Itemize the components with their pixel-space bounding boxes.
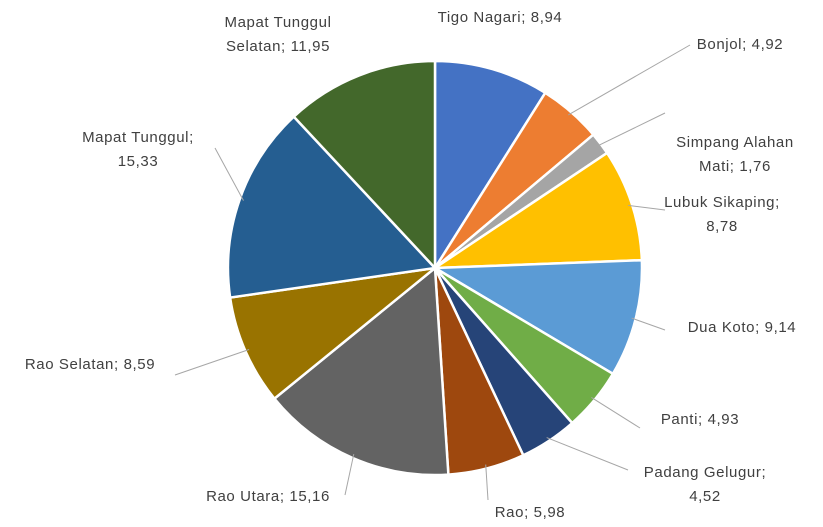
leader-line bbox=[546, 437, 629, 471]
label-value: 8,78 bbox=[706, 218, 738, 235]
pie-slice bbox=[292, 59, 437, 272]
leader-line bbox=[174, 349, 250, 376]
label-category: Tigo Nagari bbox=[437, 9, 522, 26]
leader-line bbox=[485, 464, 489, 501]
leader-line bbox=[628, 204, 666, 211]
label-category: Mapat Tunggul bbox=[82, 129, 190, 146]
leader-line bbox=[597, 112, 666, 147]
leader-line bbox=[631, 317, 666, 331]
data-label: Rao Utara; 15,16 bbox=[206, 485, 330, 509]
label-separator: ; bbox=[114, 356, 119, 373]
label-separator: ; bbox=[775, 194, 780, 211]
label-category: Panti bbox=[660, 411, 699, 428]
data-label: Rao; 5,98 bbox=[495, 501, 566, 525]
label-category: Dua Koto bbox=[687, 319, 756, 336]
data-label: Rao Selatan; 8,59 bbox=[25, 353, 155, 377]
label-category: Bonjol bbox=[696, 36, 743, 53]
label-separator: ; bbox=[729, 158, 735, 175]
leader-line bbox=[214, 147, 244, 201]
label-category: Lubuk Sikaping bbox=[664, 194, 776, 211]
label-separator: ; bbox=[698, 411, 703, 428]
label-category: Rao Utara bbox=[206, 488, 280, 505]
data-label: Bonjol; 4,92 bbox=[697, 33, 783, 57]
label-separator: ; bbox=[281, 38, 286, 55]
data-label: Padang Gelugur; 4,52 bbox=[638, 461, 773, 509]
label-category: Padang Gelugur bbox=[643, 464, 762, 481]
data-label: Mapat Tunggul; 15,33 bbox=[79, 126, 197, 174]
label-value: 11,95 bbox=[290, 38, 331, 55]
data-label: Mapat Tunggul Selatan; 11,95 bbox=[216, 11, 341, 59]
pie-slice bbox=[430, 151, 644, 270]
label-separator: ; bbox=[524, 504, 529, 521]
data-label: Simpang Alahan Mati; 1,76 bbox=[665, 131, 805, 179]
label-category: Mapat Tunggul Selatan bbox=[224, 14, 332, 55]
label-separator: ; bbox=[279, 488, 285, 505]
data-label: Tigo Nagari; 8,94 bbox=[438, 6, 563, 30]
label-separator: ; bbox=[189, 129, 194, 146]
label-value: 4,92 bbox=[751, 36, 784, 53]
label-value: 9,14 bbox=[764, 319, 797, 336]
leader-line bbox=[344, 453, 355, 496]
pie-slice bbox=[272, 265, 450, 477]
data-label: Lubuk Sikaping; 8,78 bbox=[658, 191, 786, 239]
label-value: 8,59 bbox=[123, 356, 156, 373]
label-separator: ; bbox=[521, 9, 526, 26]
label-value: 15,33 bbox=[117, 153, 159, 170]
label-category: Rao Selatan bbox=[24, 356, 114, 373]
label-value: 15,16 bbox=[289, 488, 330, 505]
label-separator: ; bbox=[761, 464, 767, 481]
label-value: 8,94 bbox=[530, 9, 563, 26]
pie-slice bbox=[226, 114, 438, 299]
data-label: Panti; 4,93 bbox=[661, 408, 739, 432]
leader-line bbox=[591, 397, 641, 429]
label-value: 5,98 bbox=[533, 504, 566, 521]
label-value: 1,76 bbox=[739, 158, 771, 175]
data-label: Dua Koto; 9,14 bbox=[688, 316, 797, 340]
label-category: Simpang Alahan Mati bbox=[676, 134, 794, 175]
label-value: 4,52 bbox=[689, 488, 721, 505]
pie-slice bbox=[433, 59, 547, 273]
label-separator: ; bbox=[755, 319, 760, 336]
label-separator: ; bbox=[742, 36, 747, 53]
label-category: Rao bbox=[494, 504, 525, 521]
label-value: 4,93 bbox=[707, 411, 740, 428]
leader-line bbox=[568, 44, 691, 116]
